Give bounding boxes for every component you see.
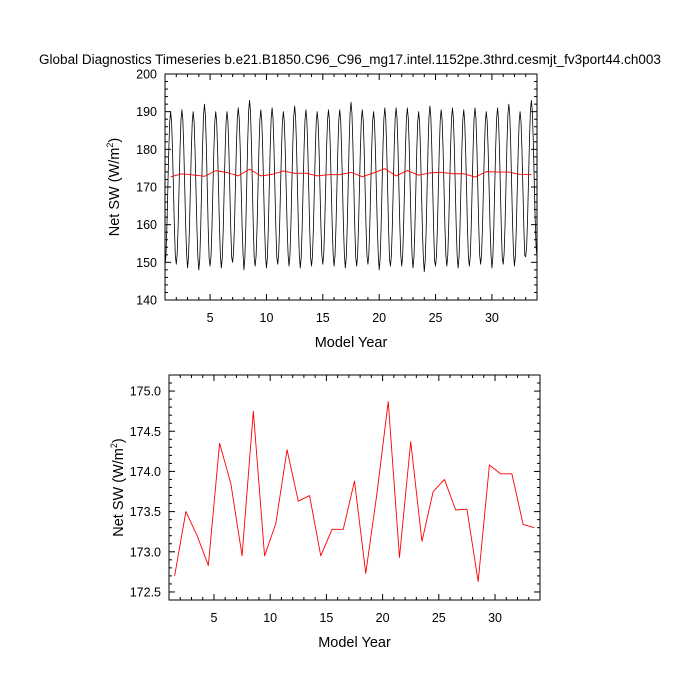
plot-frame (168, 374, 541, 601)
y-tick-label: 173.0 (130, 545, 161, 559)
y-tick-label: 180 (136, 143, 157, 157)
x-tick-label: 30 (488, 611, 502, 625)
x-tick-label: 15 (319, 611, 333, 625)
y-tick-label: 170 (136, 181, 157, 195)
y-tick-label: 190 (136, 105, 157, 119)
y-tick-label: 172.5 (130, 585, 161, 599)
y-tick-label: 174.5 (130, 425, 161, 439)
plot-frame (164, 73, 538, 301)
monthly-series-line (165, 99, 537, 273)
y-tick-label: 140 (136, 294, 157, 308)
y-tick-label: 174.0 (130, 465, 161, 479)
y-axis-label: Net SW (W/m2) (109, 438, 127, 536)
x-tick-label: 25 (429, 311, 443, 325)
y-tick-label: 150 (136, 256, 157, 270)
x-tick-label: 10 (260, 311, 274, 325)
x-tick-label: 30 (485, 311, 499, 325)
x-axis-label: Model Year (318, 635, 391, 651)
x-axis-label: Model Year (315, 335, 388, 351)
y-tick-label: 173.5 (130, 505, 161, 519)
annual-mean-series-line (174, 401, 535, 582)
y-tick-label: 200 (136, 68, 157, 82)
figure-title: Global Diagnostics Timeseries b.e21.B185… (39, 52, 661, 67)
x-tick-label: 5 (207, 311, 214, 325)
y-axis-label: Net SW (W/m2) (105, 138, 123, 236)
top-panel-monthly-and-annual: 5 10 15 20 25 30 140 150 160 170 180 190 200 Model Ye… (105, 68, 538, 351)
bottom-panel-annual-mean: 5 10 15 20 25 30 172.5 173.0 173.5 174.0 174.5 175.… (109, 374, 541, 651)
y-tick-label: 160 (136, 218, 157, 232)
annual-mean-series-line (170, 168, 532, 178)
x-tick-label: 5 (210, 611, 217, 625)
x-tick-label: 10 (263, 611, 277, 625)
x-tick-label: 25 (432, 611, 446, 625)
x-tick-label: 20 (372, 311, 386, 325)
x-tick-label: 15 (316, 311, 330, 325)
x-tick-label: 20 (376, 611, 390, 625)
y-tick-label: 175.0 (130, 385, 161, 399)
